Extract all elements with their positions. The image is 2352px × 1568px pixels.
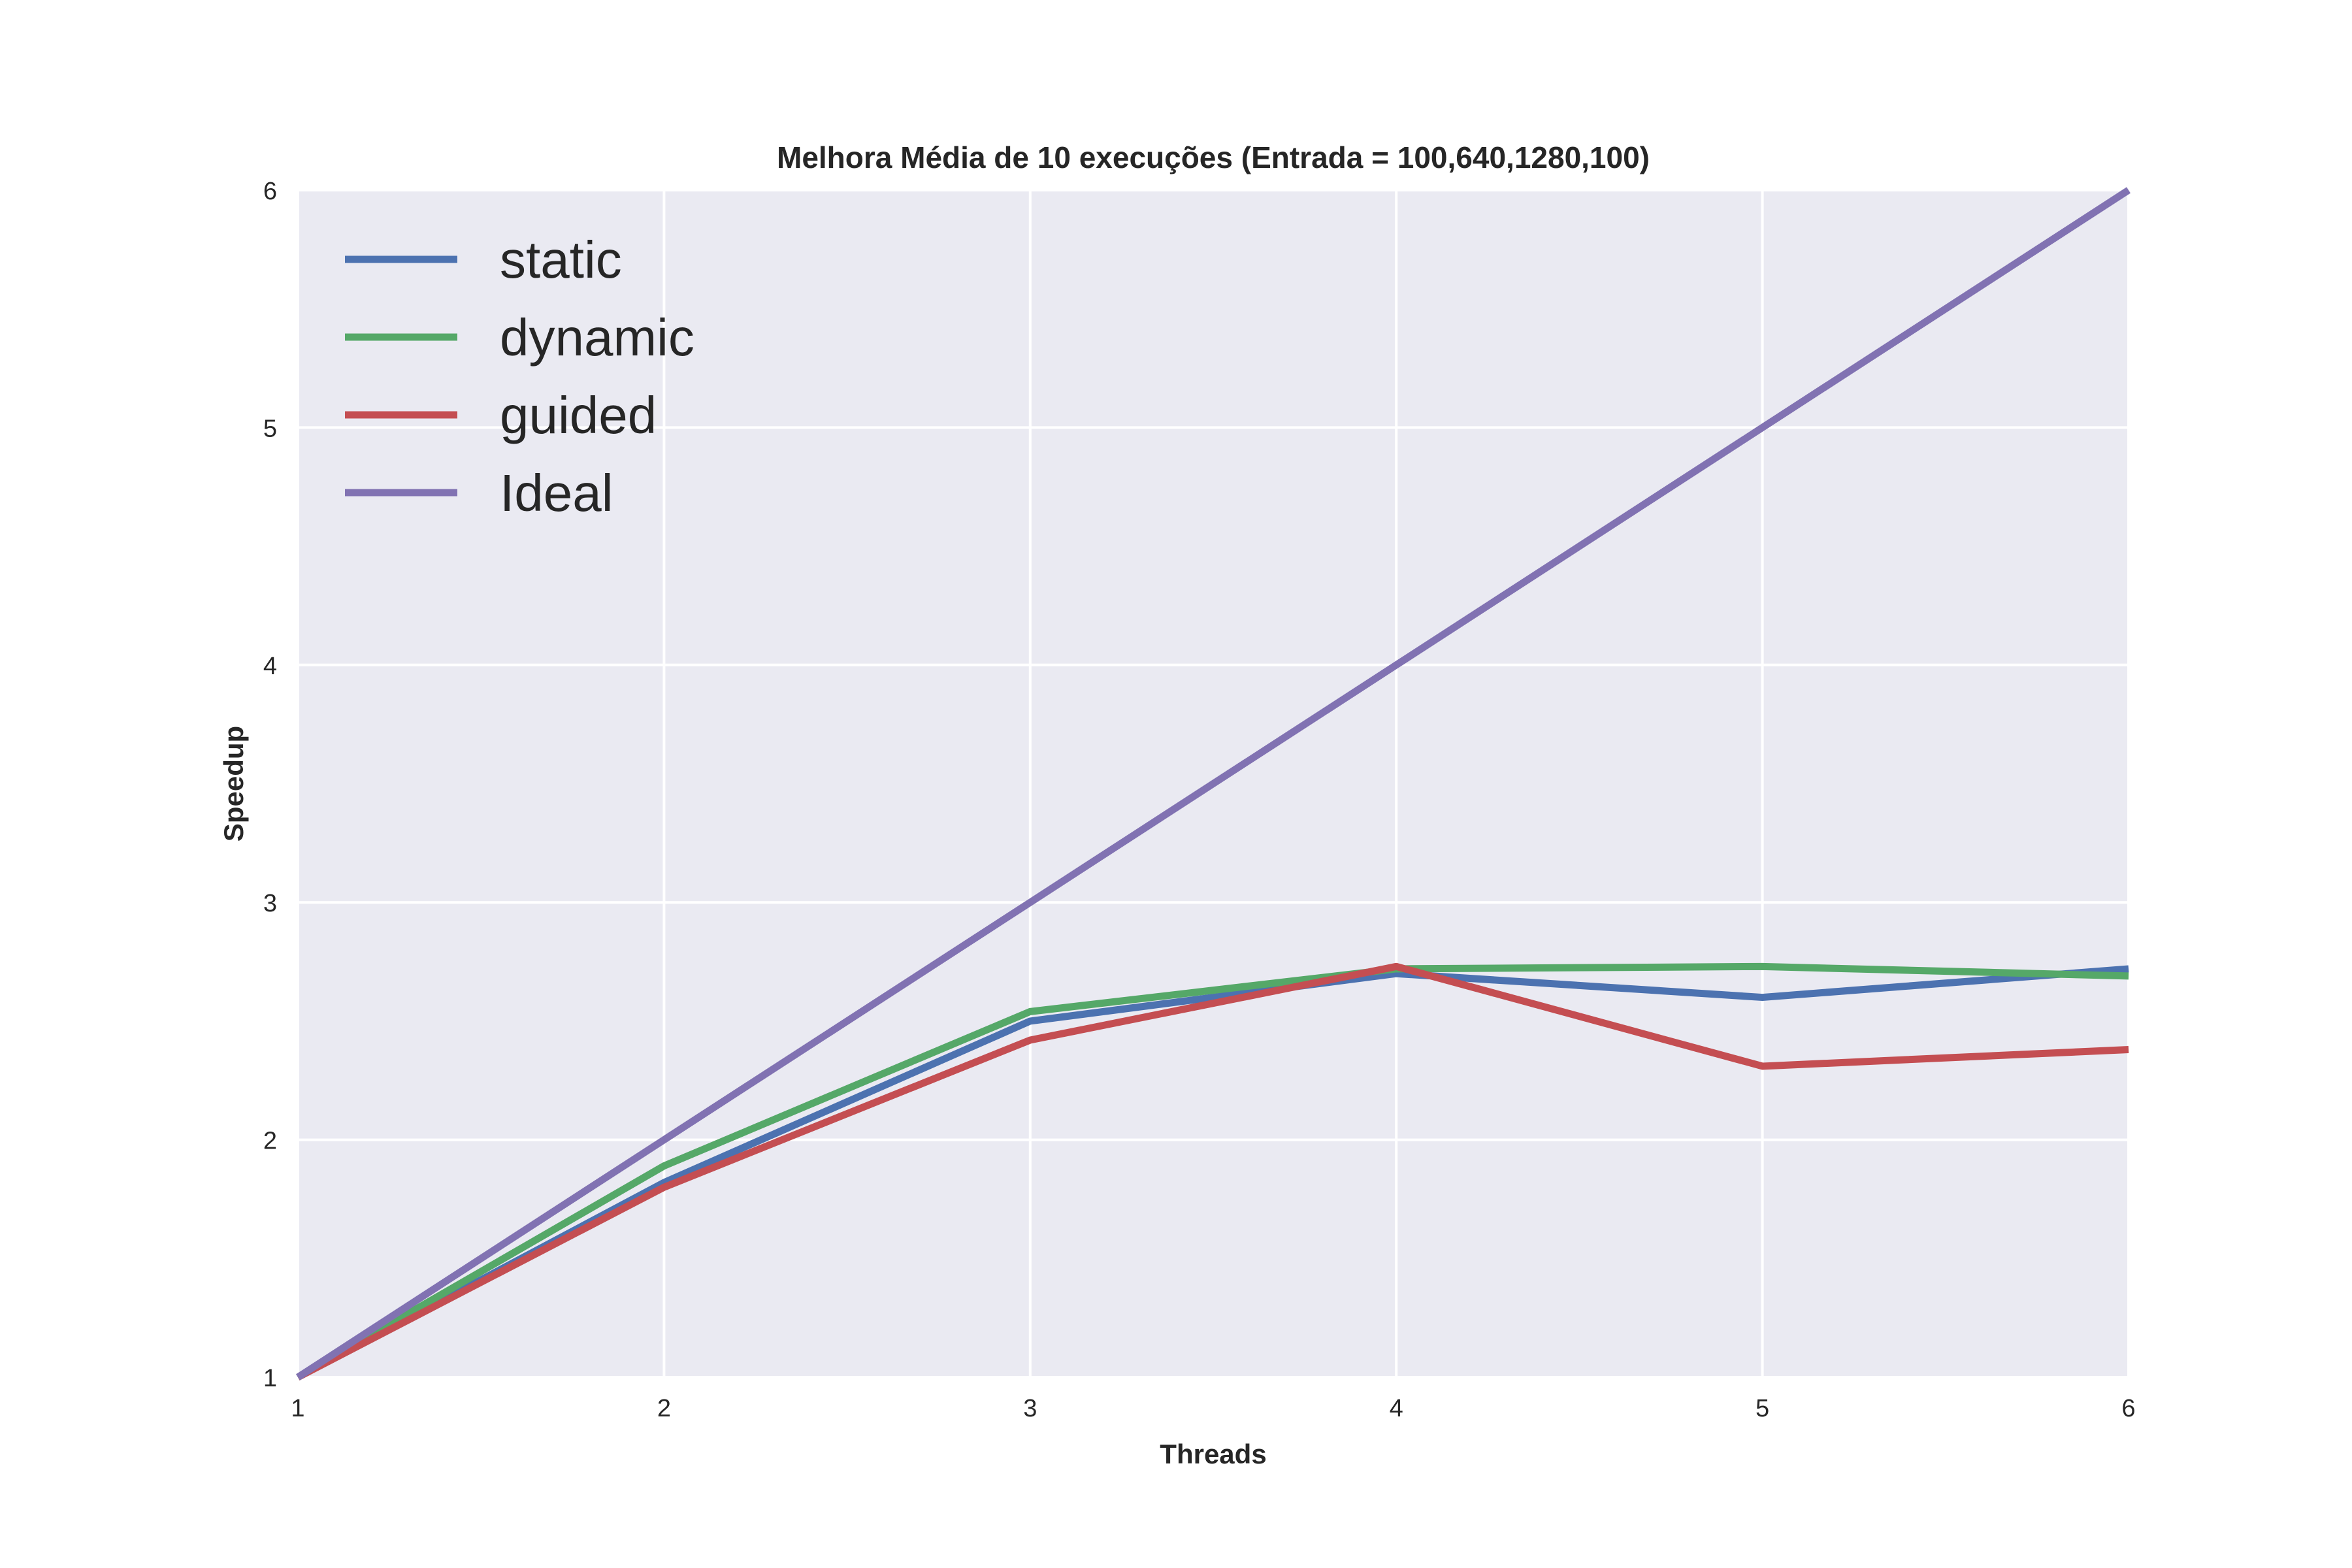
- x-tick-label: 2: [657, 1395, 671, 1422]
- chart-title: Melhora Média de 10 execuções (Entrada =…: [777, 140, 1650, 174]
- series-line-ideal: [296, 187, 2131, 1380]
- legend-label-guided: guided: [500, 386, 657, 444]
- grid-lines: [297, 189, 2130, 1379]
- series-line-guided: [296, 962, 2129, 1380]
- y-tick-label: 6: [263, 178, 277, 205]
- y-tick-labels: 1 2 3 4 5 6: [263, 178, 277, 1392]
- legend-label-static: static: [500, 231, 622, 289]
- x-tick-label: 6: [2121, 1395, 2135, 1422]
- y-tick-label: 2: [263, 1128, 277, 1155]
- x-tick-label: 1: [291, 1395, 304, 1422]
- y-tick-label: 4: [263, 653, 277, 680]
- legend-label-dynamic: dynamic: [500, 308, 694, 367]
- x-tick-labels: 1 2 3 4 5 6: [291, 1395, 2135, 1422]
- y-tick-label: 5: [263, 415, 277, 442]
- legend: static dynamic guided Ideal: [345, 231, 694, 522]
- y-axis-label: Speedup: [218, 726, 249, 841]
- x-tick-label: 3: [1023, 1395, 1037, 1422]
- series-lines: [296, 187, 2131, 1380]
- y-tick-label: 1: [263, 1365, 277, 1392]
- legend-label-ideal: Ideal: [500, 464, 613, 522]
- x-axis-label: Threads: [1160, 1439, 1266, 1469]
- x-tick-label: 4: [1390, 1395, 1403, 1422]
- y-tick-label: 3: [263, 890, 277, 917]
- series-line-dynamic: [296, 962, 2129, 1380]
- x-tick-label: 5: [1756, 1395, 1769, 1422]
